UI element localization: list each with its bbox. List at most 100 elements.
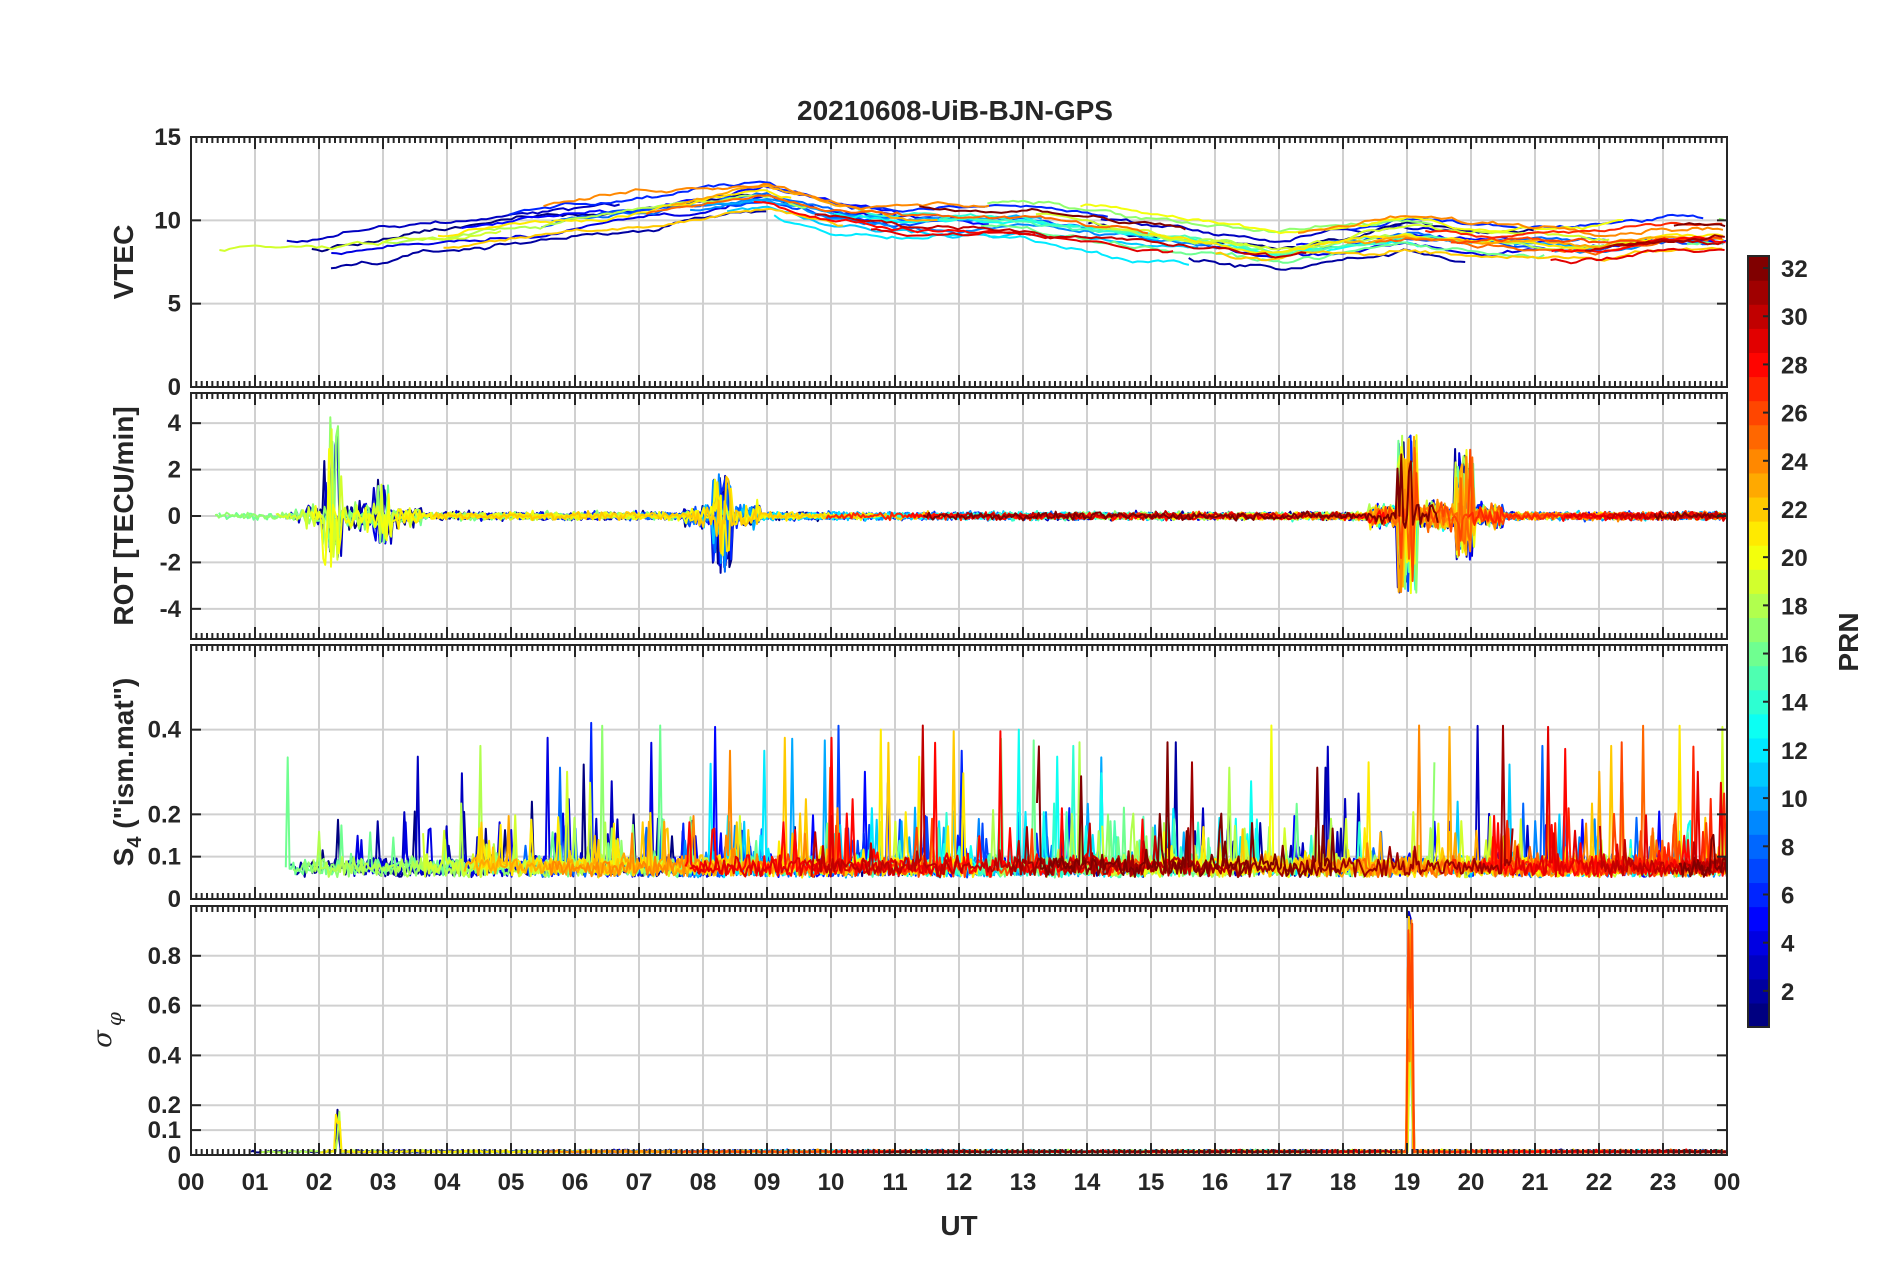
colorbar-band [1748, 593, 1769, 619]
vtec-ytick-label: 0 [168, 374, 181, 401]
vtec-series-prn-24 [1298, 215, 1724, 238]
vtec-series-prn-32 [1673, 222, 1726, 228]
vtec-series-prn-19 [1035, 212, 1610, 251]
colorbar-band [1748, 665, 1769, 691]
s4-ytick-label: 0.4 [148, 717, 182, 744]
colorbar-tick-label: 32 [1781, 256, 1808, 283]
vtec-series [219, 180, 1727, 271]
x-tick-label: 02 [306, 1169, 333, 1196]
sigma_phi-ytick-label: 0.2 [148, 1092, 181, 1119]
vtec-series-prn-1 [311, 193, 789, 253]
colorbar-tick-label: 28 [1781, 352, 1808, 379]
vtec-series-prn-25 [645, 194, 1149, 235]
vtec-series-prn-29 [870, 228, 1174, 254]
x-tick-label: 15 [1138, 1169, 1165, 1196]
colorbar-band [1748, 689, 1769, 715]
vtec-frame [190, 136, 1728, 388]
colorbar-tick-label: 16 [1781, 642, 1808, 669]
x-tick-label: 16 [1202, 1169, 1229, 1196]
colorbar-tick-label: 22 [1781, 497, 1808, 524]
rot-ytick-label: -2 [160, 549, 181, 576]
s4-ytick-label: 0.2 [148, 801, 181, 828]
x-tick-label: 10 [818, 1169, 845, 1196]
colorbar-band [1748, 424, 1769, 450]
colorbar-tick-label: 2 [1781, 979, 1794, 1006]
panel-vtec: 0 5 10 15 VTEC [108, 124, 1728, 401]
vtec-series-prn-22 [443, 207, 843, 249]
sigma_phi-ytick-label: 0 [168, 1142, 181, 1169]
colorbar-tick-label: 4 [1781, 931, 1795, 958]
rot-ytick-label: 4 [168, 410, 182, 437]
sigma_phi-ytick-label: 0.1 [148, 1117, 181, 1144]
vtec-ytick-label: 10 [154, 207, 181, 234]
panel-sigma-phi: 00.10.2 0.4 0.6 0.8 σφ [88, 905, 1728, 1169]
vtec-series-prn-27 [1425, 221, 1723, 239]
x-tick-label: 03 [370, 1169, 397, 1196]
colorbar-band [1748, 521, 1769, 546]
colorbar-bands [1748, 256, 1769, 1028]
x-tick-label: 04 [434, 1169, 461, 1196]
x-tick-label: 14 [1074, 1169, 1101, 1196]
sigma-ylabel-sub: φ [102, 1012, 126, 1026]
s4-series-prn-30 [1598, 825, 1728, 877]
vtec-series-prn-3 [1100, 218, 1480, 243]
sigma-ylabel-base: σ [88, 1029, 118, 1048]
colorbar-band [1748, 304, 1769, 329]
sigma-ytick-labels: 00.10.2 0.4 0.6 0.8 [148, 943, 182, 1169]
s4-ylabel-rest: ("ism.mat") [108, 678, 139, 837]
x-tick-label: 08 [690, 1169, 717, 1196]
x-tick-label: 07 [626, 1169, 653, 1196]
colorbar-tick-label: 20 [1781, 545, 1808, 572]
colorbar-band [1748, 858, 1769, 884]
colorbar-band [1748, 882, 1769, 908]
panel-rot: -4 -2 0 2 4 ROT [TECU/min] [108, 392, 1728, 640]
vtec-series-prn-28 [753, 200, 1036, 236]
vtec-series-prn-25 [1375, 237, 1704, 256]
vtec-series-prn-31 [1606, 234, 1725, 249]
s4-series-prn-32 [1678, 833, 1728, 878]
s4-series [284, 721, 1728, 879]
x-tick-label: 06 [562, 1169, 589, 1196]
rot-ytick-labels: -4 -2 0 2 4 [160, 410, 182, 623]
rot-ytick-label: -4 [160, 596, 182, 623]
s4-ytick-label: 0 [168, 886, 181, 913]
rot-series-prn-30 [957, 510, 1355, 522]
sigma_phi-ytick-label: 0.8 [148, 943, 181, 970]
x-tick-labels: 00 01 02 03 04 05 06 07 08 09 10 11 12 13 14 15 16 17 18 19… [178, 1169, 1741, 1196]
s4-frame [190, 644, 1728, 900]
rot-ylabel: ROT [TECU/min] [108, 406, 139, 625]
x-tick-label: 00 [1714, 1169, 1741, 1196]
colorbar-tick-label: 12 [1781, 738, 1808, 765]
vtec-series-prn-32 [919, 205, 1186, 231]
x-tick-label: 23 [1650, 1169, 1677, 1196]
colorbar-band [1748, 737, 1769, 763]
vtec-series-prn-19 [219, 230, 502, 252]
colorbar-band [1748, 810, 1769, 835]
vtec-ytick-label: 5 [168, 291, 181, 318]
s4-ytick-labels: 0 0.1 0.2 0.4 [148, 717, 182, 913]
vtec-series-prn-24 [543, 182, 990, 210]
vtec-series-prn-2 [330, 210, 767, 270]
x-tick-label: 12 [946, 1169, 973, 1196]
x-tick-label: 11 [882, 1169, 907, 1196]
colorbar-band [1748, 786, 1769, 811]
s4-ylabel-sub: 4 [124, 836, 146, 848]
colorbar-band [1748, 496, 1769, 522]
vtec-series-prn-23 [1344, 235, 1724, 249]
colorbar-tick-label: 6 [1781, 882, 1794, 909]
vtec-ytick-label: 15 [154, 124, 181, 151]
x-tick-label: 18 [1330, 1169, 1357, 1196]
x-tick-label: 17 [1266, 1169, 1293, 1196]
rot-series [214, 416, 1728, 595]
x-tick-label: 00 [178, 1169, 205, 1196]
s4-series-prn-32 [1036, 741, 1340, 878]
rot-series-prn-32 [922, 453, 1439, 529]
colorbar-band [1748, 617, 1769, 643]
colorbar-band [1748, 1002, 1769, 1028]
colorbar-band [1748, 376, 1769, 402]
colorbar-tick-label: 24 [1781, 449, 1808, 476]
rot-series-prn-32 [1653, 510, 1726, 521]
sigma-grid [191, 906, 1727, 1155]
colorbar-label: PRN [1833, 612, 1864, 671]
vtec-series-prn-30 [814, 213, 1307, 259]
